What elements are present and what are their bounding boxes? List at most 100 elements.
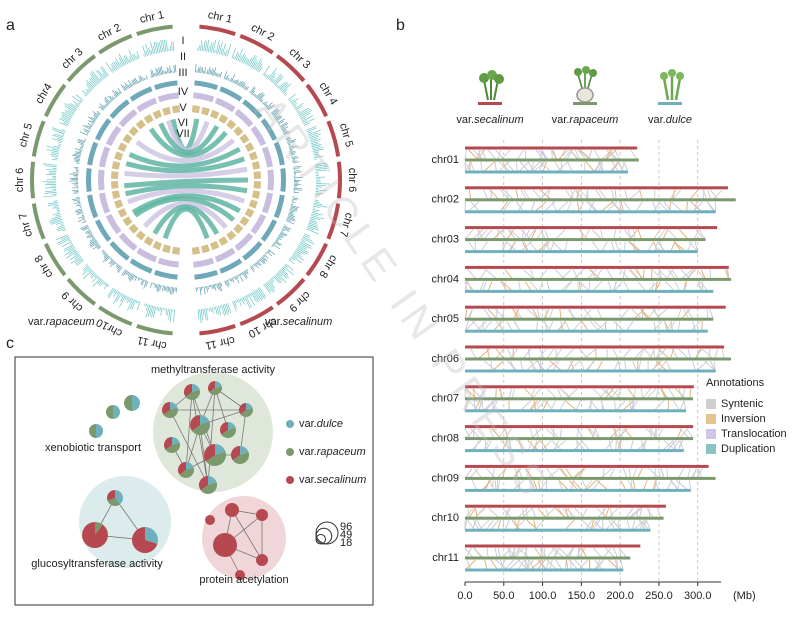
synteny-link	[617, 520, 620, 531]
synteny-link	[470, 348, 477, 360]
synteny-link	[576, 428, 580, 439]
density-bar	[167, 286, 170, 293]
density-bar	[269, 279, 274, 284]
density-bar	[267, 250, 271, 253]
density-bar	[51, 215, 62, 220]
track-block	[273, 141, 285, 166]
synteny-link	[664, 321, 668, 332]
density-bar	[163, 70, 165, 75]
synteny-link	[535, 400, 545, 412]
pie-slice	[246, 403, 253, 410]
synteny-link	[649, 428, 653, 439]
synteny-link	[535, 149, 545, 161]
link-ribbon	[148, 127, 228, 158]
synteny-link	[623, 428, 633, 439]
synteny-link	[541, 400, 549, 412]
density-bar	[97, 70, 105, 79]
synteny-link	[474, 508, 478, 519]
synteny-link	[610, 388, 622, 400]
synteny-link	[566, 201, 572, 213]
synteny-link	[523, 189, 531, 201]
track-block	[162, 244, 171, 254]
density-bar	[210, 68, 213, 76]
density-bar	[94, 117, 97, 120]
synteny-link	[497, 547, 501, 559]
synteny-link	[482, 440, 490, 451]
pie-slice	[232, 452, 249, 464]
density-bar	[116, 292, 122, 302]
density-bar	[66, 250, 78, 259]
density-bar	[57, 224, 65, 229]
synteny-link	[658, 360, 667, 372]
synteny-link	[655, 348, 662, 360]
track-block	[219, 258, 243, 274]
density-bar	[284, 264, 288, 268]
density-bar	[61, 117, 70, 123]
density-bar	[112, 261, 117, 266]
synteny-link	[515, 308, 523, 320]
synteny-link	[679, 400, 685, 412]
synteny-link	[578, 229, 589, 240]
density-bar	[52, 127, 66, 133]
density-bar	[96, 278, 102, 285]
density-bar	[93, 113, 99, 118]
density-bar	[81, 226, 89, 231]
track-label: IV	[178, 86, 189, 98]
density-bar	[275, 273, 283, 281]
synteny-link	[638, 348, 645, 360]
density-bar	[83, 128, 90, 133]
y-tick-label: chr02	[431, 194, 459, 206]
synteny-link	[614, 149, 621, 161]
size-legend-label: 96	[340, 521, 352, 533]
synteny-link	[468, 309, 473, 320]
density-bar	[299, 242, 312, 249]
density-bar	[244, 270, 248, 275]
synteny-link	[577, 547, 580, 559]
density-bar	[104, 282, 107, 286]
synteny-link	[526, 229, 536, 240]
legend-swatch	[658, 102, 682, 105]
synteny-link	[529, 480, 537, 491]
density-bar	[210, 307, 212, 313]
density-bar	[273, 115, 277, 118]
density-bar	[253, 264, 256, 267]
density-bar	[169, 309, 172, 323]
synteny-link	[615, 440, 617, 451]
density-bar	[259, 258, 265, 265]
synteny-link	[559, 309, 562, 320]
legend-dot	[286, 448, 294, 456]
density-bar	[53, 145, 61, 148]
density-bar	[290, 207, 298, 211]
density-bar	[197, 309, 200, 320]
synteny-link	[608, 440, 613, 451]
density-bar	[315, 189, 328, 192]
density-bar	[211, 284, 213, 289]
synteny-link	[511, 388, 516, 399]
chromosome-bar	[465, 369, 716, 373]
synteny-link	[628, 189, 641, 201]
density-bar	[213, 284, 217, 291]
synteny-link	[483, 308, 492, 320]
synteny-link	[660, 388, 669, 400]
synteny-link	[531, 388, 541, 400]
density-bar	[96, 110, 101, 115]
density-bar	[84, 130, 89, 134]
synteny-link	[524, 547, 528, 559]
density-bar	[73, 192, 79, 194]
synteny-link	[596, 507, 608, 519]
synteny-link	[464, 149, 468, 161]
synteny-link	[554, 348, 562, 360]
legend-label: var.dulce	[648, 114, 692, 126]
density-bar	[155, 42, 159, 54]
chromosome-bar	[465, 488, 691, 492]
track-block	[136, 97, 158, 113]
synteny-link	[634, 348, 644, 360]
synteny-link	[631, 400, 635, 411]
chromosome-label: chr 5	[337, 122, 355, 149]
chromosome-bar	[465, 556, 631, 560]
density-bar	[101, 249, 105, 253]
density-bar	[131, 274, 136, 281]
density-bar	[315, 168, 327, 170]
chromosome-bar	[465, 397, 694, 401]
density-bar	[259, 98, 263, 102]
